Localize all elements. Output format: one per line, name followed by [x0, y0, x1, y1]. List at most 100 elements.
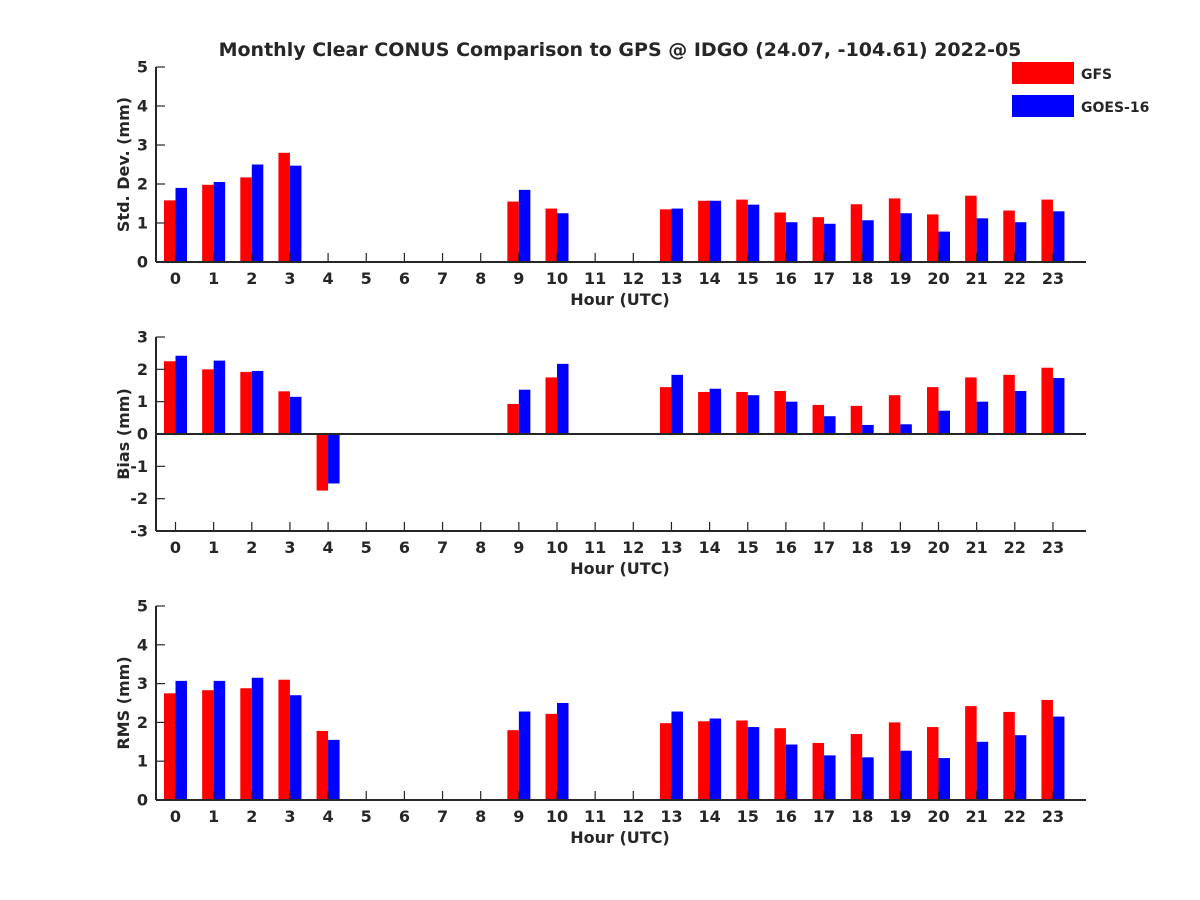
bar-goes16-hour-9 — [518, 189, 531, 262]
bar-gfs-hour-0 — [164, 361, 176, 434]
bar-gfs-hour-22 — [1003, 210, 1015, 262]
bar-goes16-hour-14 — [709, 388, 722, 434]
x-tick-label: 7 — [437, 807, 448, 826]
x-tick-label: 10 — [546, 538, 568, 557]
bar-gfs-hour-23 — [1041, 367, 1053, 434]
x-tick-label: 5 — [361, 807, 372, 826]
bar-goes16-hour-1 — [213, 182, 226, 262]
x-tick-label: 15 — [737, 538, 759, 557]
bar-gfs-hour-19 — [888, 722, 901, 800]
bar-gfs-hour-13 — [659, 723, 672, 800]
x-tick-label: 14 — [698, 807, 720, 826]
x-tick-label: 16 — [775, 269, 797, 288]
bar-goes16-hour-1 — [213, 680, 226, 800]
x-tick-label: 12 — [622, 807, 644, 826]
bar-gfs-hour-0 — [164, 693, 176, 800]
y-axis-label: Bias (mm) — [114, 388, 133, 480]
x-tick-label: 18 — [851, 269, 873, 288]
bar-goes16-hour-10 — [557, 363, 569, 434]
x-tick-label: 12 — [622, 538, 644, 557]
x-tick-label: 22 — [1004, 807, 1026, 826]
bar-goes16-hour-0 — [175, 187, 187, 262]
bar-gfs-hour-21 — [965, 195, 977, 262]
bar-goes16-hour-16 — [785, 744, 798, 800]
x-axis-label: Hour (UTC) — [570, 290, 670, 309]
y-tick-label: 3 — [137, 674, 148, 693]
bar-goes16-hour-15 — [747, 395, 760, 434]
bar-goes16-hour-21 — [976, 401, 989, 434]
y-tick-label: 4 — [137, 97, 148, 116]
x-tick-label: 23 — [1042, 807, 1064, 826]
x-tick-label: 8 — [475, 269, 486, 288]
x-tick-label: 5 — [361, 538, 372, 557]
x-tick-label: 20 — [927, 538, 949, 557]
bar-gfs-hour-22 — [1003, 374, 1015, 434]
x-tick-label: 18 — [851, 807, 873, 826]
x-tick-label: 13 — [660, 538, 682, 557]
y-tick-label: 5 — [137, 58, 148, 77]
x-tick-label: 22 — [1004, 269, 1026, 288]
bar-goes16-hour-15 — [747, 204, 760, 262]
x-tick-label: 19 — [889, 538, 911, 557]
x-tick-label: 3 — [284, 538, 295, 557]
bar-gfs-hour-20 — [927, 214, 939, 262]
bar-gfs-hour-9 — [507, 403, 519, 434]
bar-gfs-hour-2 — [240, 371, 252, 434]
x-tick-label: 2 — [246, 807, 257, 826]
bar-gfs-hour-18 — [850, 405, 863, 434]
bar-goes16-hour-22 — [1014, 735, 1027, 800]
x-tick-label: 23 — [1042, 269, 1064, 288]
chart-title: Monthly Clear CONUS Comparison to GPS @ … — [219, 39, 1022, 61]
x-tick-label: 1 — [208, 538, 219, 557]
y-tick-label: 4 — [137, 635, 148, 654]
bar-goes16-hour-18 — [862, 757, 874, 800]
bar-goes16-hour-17 — [824, 755, 836, 800]
bar-gfs-hour-18 — [850, 734, 863, 800]
x-tick-label: 7 — [437, 538, 448, 557]
x-tick-label: 16 — [775, 807, 797, 826]
bar-goes16-hour-22 — [1014, 391, 1027, 434]
x-tick-label: 9 — [513, 807, 524, 826]
bar-gfs-hour-14 — [698, 721, 710, 800]
x-tick-label: 17 — [813, 269, 835, 288]
bar-goes16-hour-19 — [900, 424, 912, 434]
bar-gfs-hour-0 — [164, 200, 176, 262]
x-tick-label: 6 — [399, 807, 410, 826]
bar-goes16-hour-23 — [1052, 211, 1065, 262]
bar-gfs-hour-3 — [278, 391, 290, 434]
bar-goes16-hour-14 — [709, 200, 722, 262]
bar-gfs-hour-3 — [278, 679, 290, 800]
x-tick-label: 21 — [966, 807, 988, 826]
bar-goes16-hour-17 — [824, 223, 836, 262]
bar-gfs-hour-22 — [1003, 711, 1015, 800]
x-tick-label: 7 — [437, 269, 448, 288]
x-tick-label: 4 — [323, 807, 334, 826]
bar-goes16-hour-10 — [557, 703, 569, 800]
x-tick-label: 21 — [966, 538, 988, 557]
x-tick-label: 6 — [399, 269, 410, 288]
x-tick-label: 0 — [170, 538, 181, 557]
x-tick-label: 16 — [775, 538, 797, 557]
bar-gfs-hour-1 — [202, 690, 214, 800]
y-tick-label: 1 — [137, 752, 148, 771]
x-tick-label: 0 — [170, 269, 181, 288]
bar-goes16-hour-9 — [518, 389, 531, 434]
bar-gfs-hour-14 — [698, 391, 710, 434]
bar-gfs-hour-17 — [812, 404, 825, 434]
x-tick-label: 20 — [927, 807, 949, 826]
legend-swatch-goes16 — [1012, 95, 1074, 117]
x-tick-label: 17 — [813, 807, 835, 826]
x-tick-label: 2 — [246, 269, 257, 288]
bar-gfs-hour-2 — [240, 688, 252, 800]
x-tick-label: 4 — [323, 269, 334, 288]
x-tick-label: 19 — [889, 269, 911, 288]
x-axis-label: Hour (UTC) — [570, 828, 670, 847]
bar-gfs-hour-21 — [965, 706, 977, 800]
bar-gfs-hour-23 — [1041, 699, 1053, 800]
x-tick-label: 6 — [399, 538, 410, 557]
y-tick-label: 2 — [137, 175, 148, 194]
bar-gfs-hour-15 — [736, 199, 748, 262]
